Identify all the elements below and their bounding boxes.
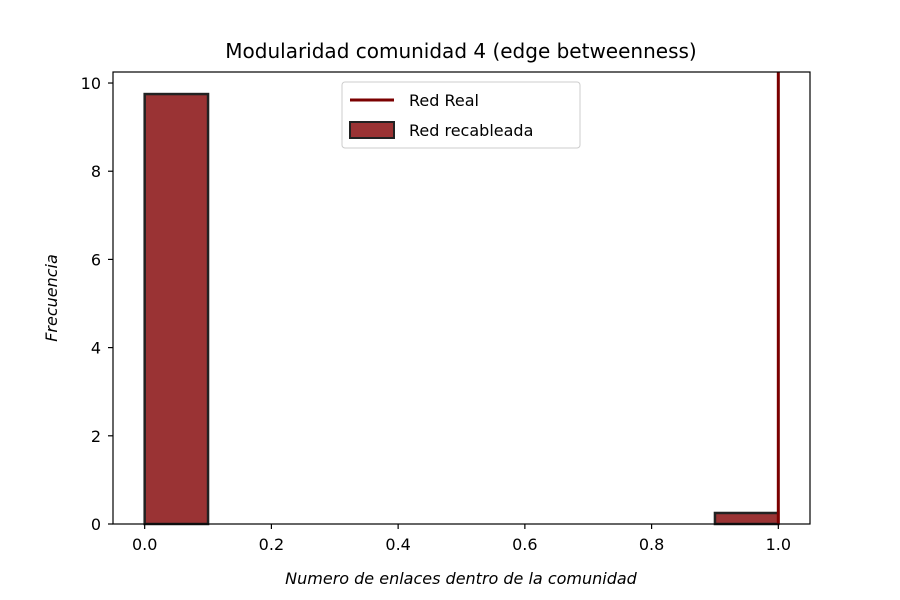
legend-swatch-red-recableada (349, 121, 395, 139)
x-tick-label: 0.8 (639, 535, 664, 554)
y-axis-ticks: 0 2 4 6 8 10 (81, 74, 113, 534)
histogram-bar (143, 92, 210, 526)
x-tick-label: 1.0 (766, 535, 791, 554)
histogram-bar (713, 511, 780, 526)
x-axis-label: Numero de enlaces dentro de la comunidad (285, 569, 638, 588)
x-tick-label: 0.2 (259, 535, 284, 554)
x-tick-label: 0.6 (512, 535, 537, 554)
y-tick-label: 2 (91, 427, 101, 446)
y-tick-label: 10 (81, 74, 101, 93)
x-tick-label: 0.4 (385, 535, 410, 554)
legend-box (341, 81, 581, 149)
x-axis-ticks: 0.0 0.2 0.4 0.6 0.8 1.0 (132, 524, 791, 554)
y-tick-label: 0 (91, 515, 101, 534)
y-tick-label: 4 (91, 339, 101, 358)
legend-label-red-recableada: Red recableada (409, 121, 533, 140)
y-axis-label: Frecuencia (42, 254, 61, 342)
bars-group (143, 92, 780, 526)
y-tick-label: 8 (91, 162, 101, 181)
x-tick-label: 0.0 (132, 535, 157, 554)
plot-frame (112, 71, 811, 525)
legend: Red Real Red recableada (341, 81, 581, 149)
chart-title: Modularidad comunidad 4 (edge betweennes… (225, 39, 696, 63)
y-tick-label: 6 (91, 250, 101, 269)
legend-label-red-real: Red Real (409, 91, 479, 110)
